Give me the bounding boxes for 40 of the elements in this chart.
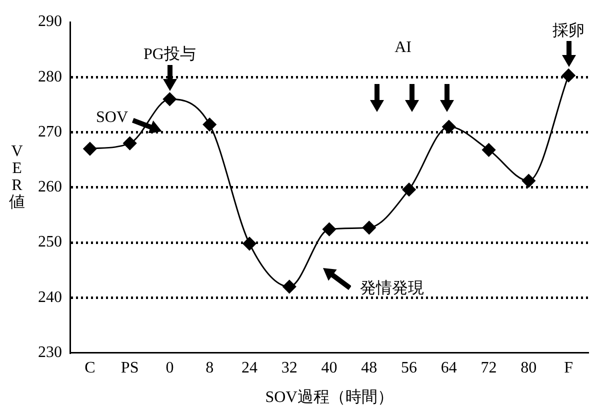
y-tick-label: 240 — [38, 288, 62, 306]
x-tick-label: 64 — [440, 360, 457, 377]
x-tick-label: 40 — [321, 360, 338, 377]
x-tick-label: 8 — [206, 360, 214, 377]
x-tick-label: 56 — [401, 360, 418, 377]
x-tick-label: F — [564, 360, 574, 377]
point — [522, 174, 536, 188]
x-tick-label: 0 — [166, 360, 174, 377]
y-tick-label: 260 — [38, 178, 62, 196]
point — [362, 220, 376, 234]
point — [202, 118, 216, 132]
point — [562, 68, 576, 82]
y-tick-label: 290 — [38, 13, 62, 30]
x-tick-label: 72 — [480, 360, 497, 377]
annotation: AI — [394, 39, 412, 56]
x-tick-label: 48 — [361, 360, 378, 377]
point — [402, 182, 416, 196]
y-tick-label: 280 — [38, 68, 62, 86]
point — [322, 222, 336, 236]
annotation: PG投与 — [143, 45, 196, 64]
point — [162, 92, 176, 106]
x-tick-label: PS — [120, 360, 139, 377]
x-tick-label: 24 — [241, 360, 258, 377]
y-tick-label: 230 — [38, 344, 62, 362]
point — [123, 136, 137, 150]
x-tick-label: C — [84, 360, 96, 377]
annotation: SOV — [96, 109, 128, 126]
point — [482, 143, 496, 157]
y-tick-label: 250 — [38, 234, 62, 251]
y-tick-label: 270 — [38, 123, 62, 140]
point — [83, 142, 97, 156]
point — [442, 120, 456, 134]
x-axis-title: SOV過程（時間） — [265, 388, 394, 406]
y-axis-title: VER値 — [9, 143, 25, 212]
x-tick-label: 32 — [281, 360, 298, 377]
x-tick-label: 80 — [520, 360, 537, 377]
point — [242, 236, 256, 250]
point — [282, 280, 296, 294]
annotation: 発情発現 — [360, 279, 424, 298]
annotation: 採卵 — [552, 21, 585, 40]
